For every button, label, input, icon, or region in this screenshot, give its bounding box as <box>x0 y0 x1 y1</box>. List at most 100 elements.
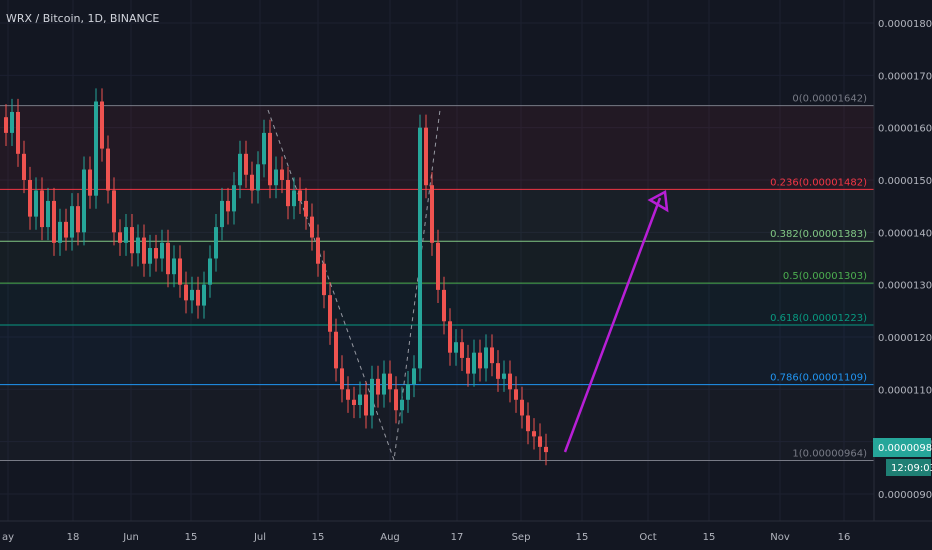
projection-arrow[interactable] <box>563 190 669 453</box>
candle-body <box>514 389 518 400</box>
candle-body <box>88 169 92 196</box>
candle-body <box>406 384 410 400</box>
time-tick-label: Aug <box>380 532 400 543</box>
candle-body <box>244 153 248 175</box>
candle-body <box>430 185 434 243</box>
candle-body <box>94 101 98 196</box>
candle-body <box>172 258 176 275</box>
candle-body <box>322 263 326 296</box>
time-tick-label: Jul <box>253 532 266 543</box>
candle-body <box>112 190 116 233</box>
fib-level-label: 0.618(0.00001223) <box>770 313 867 324</box>
fib-zone <box>0 283 874 325</box>
candle-body <box>310 216 314 238</box>
time-tick-label: 15 <box>185 532 198 543</box>
last-price-label: 0.00000987 <box>878 443 932 454</box>
candle-body <box>40 190 44 228</box>
candle-body <box>262 132 266 165</box>
arrow-head <box>647 190 669 213</box>
chart-title: WRX / Bitcoin, 1D, BINANCE <box>6 12 159 25</box>
candle-body <box>268 132 272 186</box>
candle-body <box>64 221 68 238</box>
candle-body <box>352 399 356 406</box>
candle-body <box>214 227 218 259</box>
candle-body <box>160 242 164 259</box>
fib-level-label: 0(0.00001642) <box>792 94 867 105</box>
fib-level-label: 0.786(0.00001109) <box>770 373 867 384</box>
candle-body <box>118 232 122 243</box>
time-tick-label: Sep <box>512 532 531 543</box>
candle-body <box>328 295 332 332</box>
candle-body <box>544 446 548 453</box>
time-tick-label: Nov <box>770 532 790 543</box>
candle-body <box>220 200 224 228</box>
candle-body <box>298 190 302 201</box>
time-tick-label: 17 <box>451 532 464 543</box>
fib-zone <box>0 384 874 461</box>
candle-body <box>520 399 524 416</box>
fib-zones <box>0 105 874 461</box>
candle-body <box>166 242 170 275</box>
countdown-tag <box>886 459 931 476</box>
candle-body <box>22 153 26 180</box>
last-price-tag <box>873 438 931 457</box>
candle-body <box>466 357 470 374</box>
candle-body <box>388 373 392 390</box>
candle-body <box>472 352 476 374</box>
candle-body <box>412 368 416 385</box>
candle-body <box>286 179 290 207</box>
countdown-label: 12:09:03 <box>891 463 932 474</box>
candle-body <box>424 127 428 186</box>
fib-level-label: 1(0.00000964) <box>792 448 867 459</box>
time-tick-label: 15 <box>703 532 716 543</box>
price-tick-label: 0.00000900 <box>878 490 932 501</box>
candle-body <box>202 284 206 306</box>
candle-body <box>100 101 104 149</box>
candle-body <box>304 200 308 217</box>
candle-body <box>478 352 482 369</box>
candle-body <box>358 394 362 406</box>
candle-body <box>238 153 242 186</box>
candle-body <box>232 185 236 212</box>
candlestick-series <box>4 88 548 466</box>
candle-body <box>196 289 200 306</box>
time-tick-label: 16 <box>838 532 851 543</box>
candle-body <box>148 248 152 264</box>
candle-body <box>454 342 458 353</box>
candle-body <box>142 237 146 264</box>
price-tags: 0.00000987 12:09:03 <box>873 438 932 476</box>
time-tick-label: 18 <box>67 532 80 543</box>
candle-body <box>76 206 80 233</box>
candle-body <box>46 200 50 228</box>
time-tick-label: ay <box>2 532 14 543</box>
candle-body <box>532 431 536 437</box>
candle-body <box>382 373 386 395</box>
fib-zone <box>0 105 874 190</box>
candle-body <box>274 169 278 186</box>
candle-body <box>490 347 494 364</box>
candle-body <box>52 200 56 243</box>
time-tick-label: Jun <box>122 532 139 543</box>
candle-body <box>10 111 14 133</box>
candle-body <box>526 415 530 432</box>
candle-body <box>346 389 350 400</box>
candle-body <box>34 190 38 217</box>
candle-body <box>178 258 182 285</box>
candle-body <box>4 117 8 133</box>
candle-body <box>316 237 320 264</box>
candle-body <box>538 436 542 447</box>
candle-body <box>418 127 422 369</box>
candle-body <box>340 368 344 390</box>
candle-body <box>154 248 158 259</box>
candle-body <box>508 373 512 390</box>
candle-body <box>292 190 296 207</box>
candle-body <box>502 373 506 379</box>
time-axis[interactable]: ay 18 Jun 15 Jul 15 Aug 17 Sep 15 Oct 15 Nov 16 <box>2 532 850 543</box>
candle-body <box>400 399 404 411</box>
